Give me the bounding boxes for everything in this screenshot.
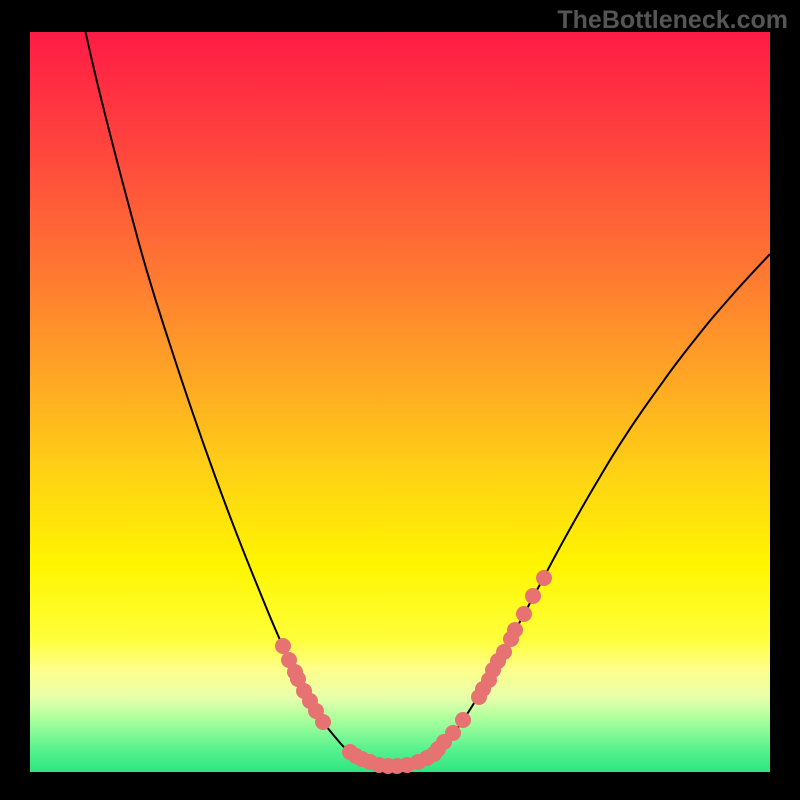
watermark-text: TheBottleneck.com	[557, 6, 788, 35]
data-marker	[536, 570, 552, 586]
data-marker	[525, 588, 541, 604]
chart-frame: TheBottleneck.com	[0, 0, 800, 800]
markers-layer	[30, 32, 770, 772]
data-marker	[315, 714, 331, 730]
data-marker	[516, 606, 532, 622]
plot-area	[30, 32, 770, 772]
data-marker	[507, 622, 523, 638]
data-marker	[455, 712, 471, 728]
